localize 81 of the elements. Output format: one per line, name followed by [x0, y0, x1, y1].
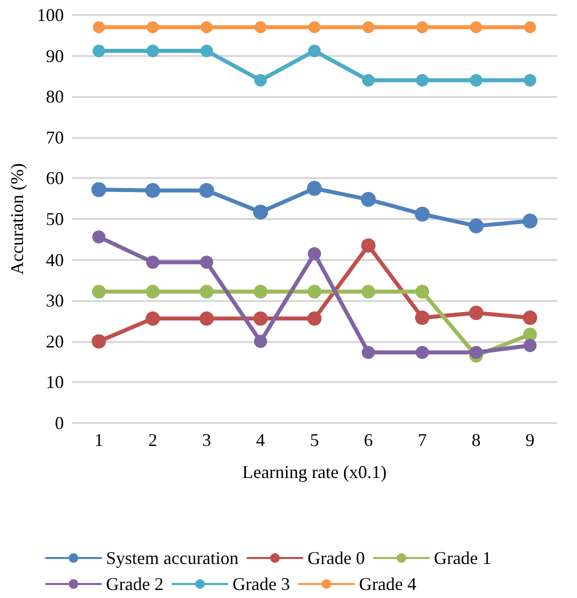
point: [253, 204, 268, 220]
point: [523, 338, 537, 352]
point: [362, 346, 375, 360]
x-tick-label: 4: [256, 430, 266, 450]
point: [254, 74, 267, 87]
point: [308, 247, 322, 260]
point: [360, 192, 376, 207]
legend-label: Grade 1: [434, 548, 492, 568]
y-tick-label: 10: [46, 372, 64, 392]
point: [146, 256, 160, 269]
point: [308, 21, 320, 34]
y-tick-label: 20: [46, 331, 64, 352]
point: [414, 206, 430, 222]
y-tick-label: 100: [36, 5, 64, 25]
legend-label: Grade 3: [232, 574, 290, 594]
x-tick-label: 7: [418, 430, 427, 450]
point: [200, 284, 214, 299]
point: [468, 218, 484, 234]
point: [200, 256, 214, 269]
point: [92, 334, 106, 349]
y-tick-label: 0: [54, 413, 64, 433]
y-tick-label: 60: [46, 168, 64, 188]
point: [91, 182, 106, 198]
point: [146, 21, 159, 34]
y-tick-label: 50: [46, 209, 64, 229]
legend-label: Grade 2: [106, 574, 164, 594]
point: [415, 284, 430, 299]
point: [146, 284, 160, 299]
point: [361, 284, 376, 299]
y-tick-label: 90: [46, 46, 64, 66]
point: [199, 311, 214, 326]
point: [146, 44, 160, 58]
point: [199, 182, 214, 198]
point: [416, 346, 429, 360]
legend-label: Grade 4: [358, 574, 416, 594]
legend-label: System accuration: [106, 548, 238, 568]
x-tick-label: 1: [94, 430, 104, 450]
point: [145, 182, 160, 198]
x-tick-label: 6: [364, 430, 373, 450]
x-tick-label: 9: [526, 430, 535, 450]
point: [254, 334, 268, 348]
x-tick-label: 8: [472, 430, 481, 450]
point: [523, 328, 537, 342]
point: [361, 238, 376, 253]
x-tick-label: 5: [310, 430, 319, 450]
legend-label: Grade 0: [307, 548, 365, 568]
point: [468, 306, 484, 320]
point: [306, 180, 322, 196]
point: [200, 44, 213, 58]
y-tick-label: 80: [46, 86, 64, 107]
point: [522, 214, 538, 229]
x-tick-label: 2: [148, 430, 158, 450]
point: [416, 74, 429, 87]
point: [92, 21, 105, 34]
point: [415, 310, 430, 325]
point: [253, 311, 268, 326]
point: [200, 21, 213, 34]
point: [416, 21, 428, 34]
point: [254, 284, 268, 299]
point: [470, 346, 483, 360]
point: [92, 44, 106, 58]
point: [470, 74, 482, 87]
point: [146, 311, 160, 326]
x-axis-title: Learning rate (x0.1): [242, 462, 387, 482]
point: [308, 284, 322, 299]
x-tick-label: 3: [202, 430, 212, 450]
point: [362, 74, 375, 87]
point: [522, 310, 538, 325]
y-axis-title: Accuration (%): [7, 163, 27, 275]
point: [307, 311, 322, 326]
point: [470, 21, 482, 34]
point: [524, 21, 536, 34]
point: [362, 21, 374, 34]
point: [92, 230, 106, 244]
point: [524, 74, 536, 87]
point: [308, 44, 321, 58]
y-tick-label: 40: [46, 250, 64, 270]
y-tick-label: 30: [46, 290, 64, 311]
point: [254, 21, 267, 34]
y-tick-label: 70: [46, 127, 64, 148]
point: [92, 284, 106, 299]
